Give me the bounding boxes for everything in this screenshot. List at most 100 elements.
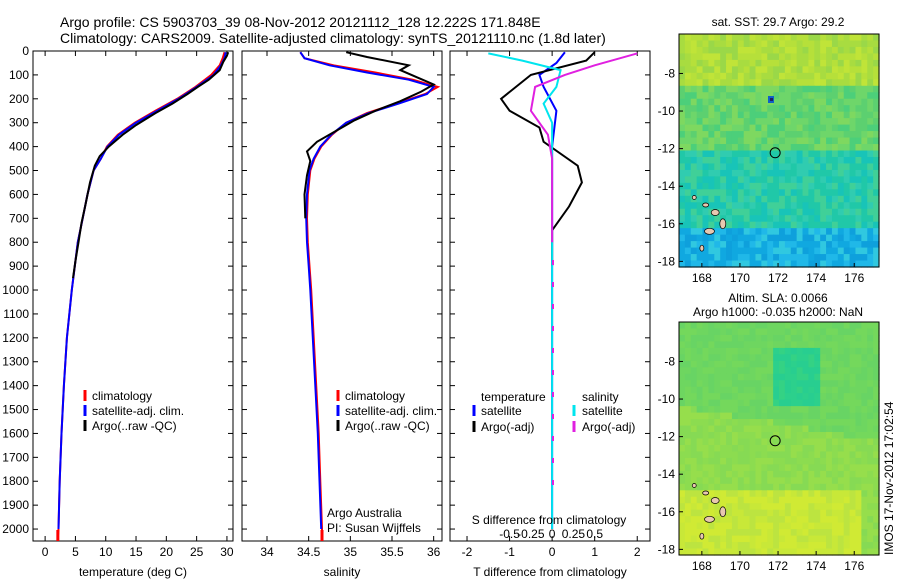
- sla-map-cell: [731, 548, 739, 556]
- sst-map-cell: [749, 228, 757, 236]
- sla-map-cell: [696, 399, 704, 407]
- sla-map-cell: [749, 483, 757, 491]
- sla-map-cell: [808, 334, 815, 343]
- sla-map-cell: [708, 503, 715, 511]
- sst-map-cell: [702, 215, 710, 223]
- sst-map-cell: [796, 98, 804, 106]
- sst-map-cell: [690, 176, 698, 184]
- sst-map-cell: [761, 79, 768, 87]
- sst-map-cell: [867, 40, 874, 48]
- sla-map-cell: [755, 328, 762, 336]
- sla-map-cell: [743, 451, 751, 459]
- sla-map-cell: [743, 535, 751, 543]
- sla-map-cell: [861, 535, 868, 543]
- sla-map-cell: [755, 483, 762, 491]
- sst-map-cell: [679, 34, 686, 42]
- sst-map-cell: [779, 156, 786, 165]
- sst-map-cell: [767, 202, 774, 210]
- sla-map-cell: [684, 406, 692, 414]
- sla-map-cell: [684, 535, 692, 543]
- sst-map-cell: [720, 34, 727, 42]
- sst-map-cell: [849, 176, 857, 184]
- sla-map-ytick-label: -18: [658, 542, 676, 556]
- sla-map-cell: [773, 334, 780, 343]
- sst-map-cell: [737, 189, 745, 197]
- sst-map-cell: [796, 202, 804, 210]
- sla-map-cell: [731, 464, 739, 472]
- sst-map-cell: [802, 144, 810, 152]
- sst-map-cell: [843, 118, 851, 126]
- sst-map-cell: [831, 111, 839, 119]
- sla-map-cell: [814, 367, 821, 375]
- sst-map-cell: [820, 150, 827, 158]
- sst-map-cell: [743, 189, 751, 197]
- sst-map-cell: [867, 169, 874, 177]
- sla-map-cell: [773, 457, 780, 465]
- sst-map-cell: [814, 34, 821, 42]
- sst-map-cell: [861, 247, 868, 255]
- sla-map-cell: [737, 322, 745, 330]
- sst-map-cell: [808, 215, 815, 223]
- sst-map-cell: [784, 221, 792, 229]
- sla-map-cell: [790, 399, 798, 407]
- sst-map-cell: [737, 85, 745, 93]
- sla-map-cell: [690, 542, 698, 550]
- temperature-xlabel: temperature (deg C): [79, 565, 187, 579]
- sla-map-cell: [796, 380, 804, 388]
- sla-map-cell: [826, 548, 833, 556]
- sla-map-cell: [867, 548, 874, 556]
- sst-map-cell: [690, 221, 698, 229]
- sla-map-cell: [855, 432, 862, 440]
- sla-map-cell: [773, 490, 780, 498]
- sst-map-cell: [679, 144, 686, 152]
- sla-map-cell: [690, 503, 698, 511]
- sst-map-cell: [837, 169, 845, 177]
- difference-legend-salinity-title: salinity: [582, 390, 619, 404]
- sst-map-cell: [708, 118, 715, 126]
- sst-map-cell: [826, 53, 833, 61]
- sla-map-cell: [708, 464, 715, 472]
- sla-map-xtick-label: 174: [806, 559, 826, 573]
- sst-map-cell: [690, 234, 698, 242]
- sla-map-cell: [796, 464, 804, 472]
- sst-map-cell: [731, 228, 739, 236]
- sst-map-cell: [826, 150, 833, 158]
- sst-map-cell: [690, 254, 698, 262]
- sst-map-cell: [737, 111, 745, 119]
- sla-map-cell: [749, 464, 757, 472]
- sla-map-cell: [696, 535, 704, 543]
- sst-map-cell: [714, 34, 721, 42]
- sla-map-cell: [708, 322, 715, 330]
- sst-map-cell: [790, 260, 798, 268]
- sla-map-cell: [861, 464, 868, 472]
- sla-map-cell: [714, 451, 721, 459]
- sla-map-cell: [761, 341, 768, 349]
- sst-map-cell: [696, 59, 704, 67]
- sst-map-cell: [679, 59, 686, 67]
- sla-map-cell: [731, 457, 739, 465]
- sla-map-cell: [820, 386, 827, 394]
- sla-map-cell: [714, 477, 721, 485]
- sst-map-cell: [796, 59, 804, 67]
- temperature-ytick-label: 1700: [2, 450, 29, 464]
- sla-map-cell: [826, 438, 833, 446]
- sst-map-cell: [743, 202, 751, 210]
- sla-map-cell: [720, 444, 727, 453]
- sst-map-cell: [755, 40, 762, 48]
- sst-map-cell: [861, 221, 868, 229]
- sst-map-cell: [690, 137, 698, 145]
- sst-map-cell: [714, 163, 721, 171]
- sst-map-cell: [690, 118, 698, 126]
- sla-map-cell: [873, 438, 880, 446]
- sla-map-island: [702, 490, 710, 496]
- sla-map-cell: [790, 490, 798, 498]
- sla-map-cell: [796, 399, 804, 407]
- sst-map-cell: [831, 215, 839, 223]
- sst-map-cell: [749, 111, 757, 119]
- sla-map-cell: [731, 470, 739, 478]
- temperature-legend-label: climatology: [92, 389, 152, 403]
- sst-map-cell: [867, 234, 874, 242]
- sla-map-cell: [737, 542, 745, 550]
- sla-map-cell: [849, 341, 857, 349]
- sst-map-cell: [702, 189, 710, 197]
